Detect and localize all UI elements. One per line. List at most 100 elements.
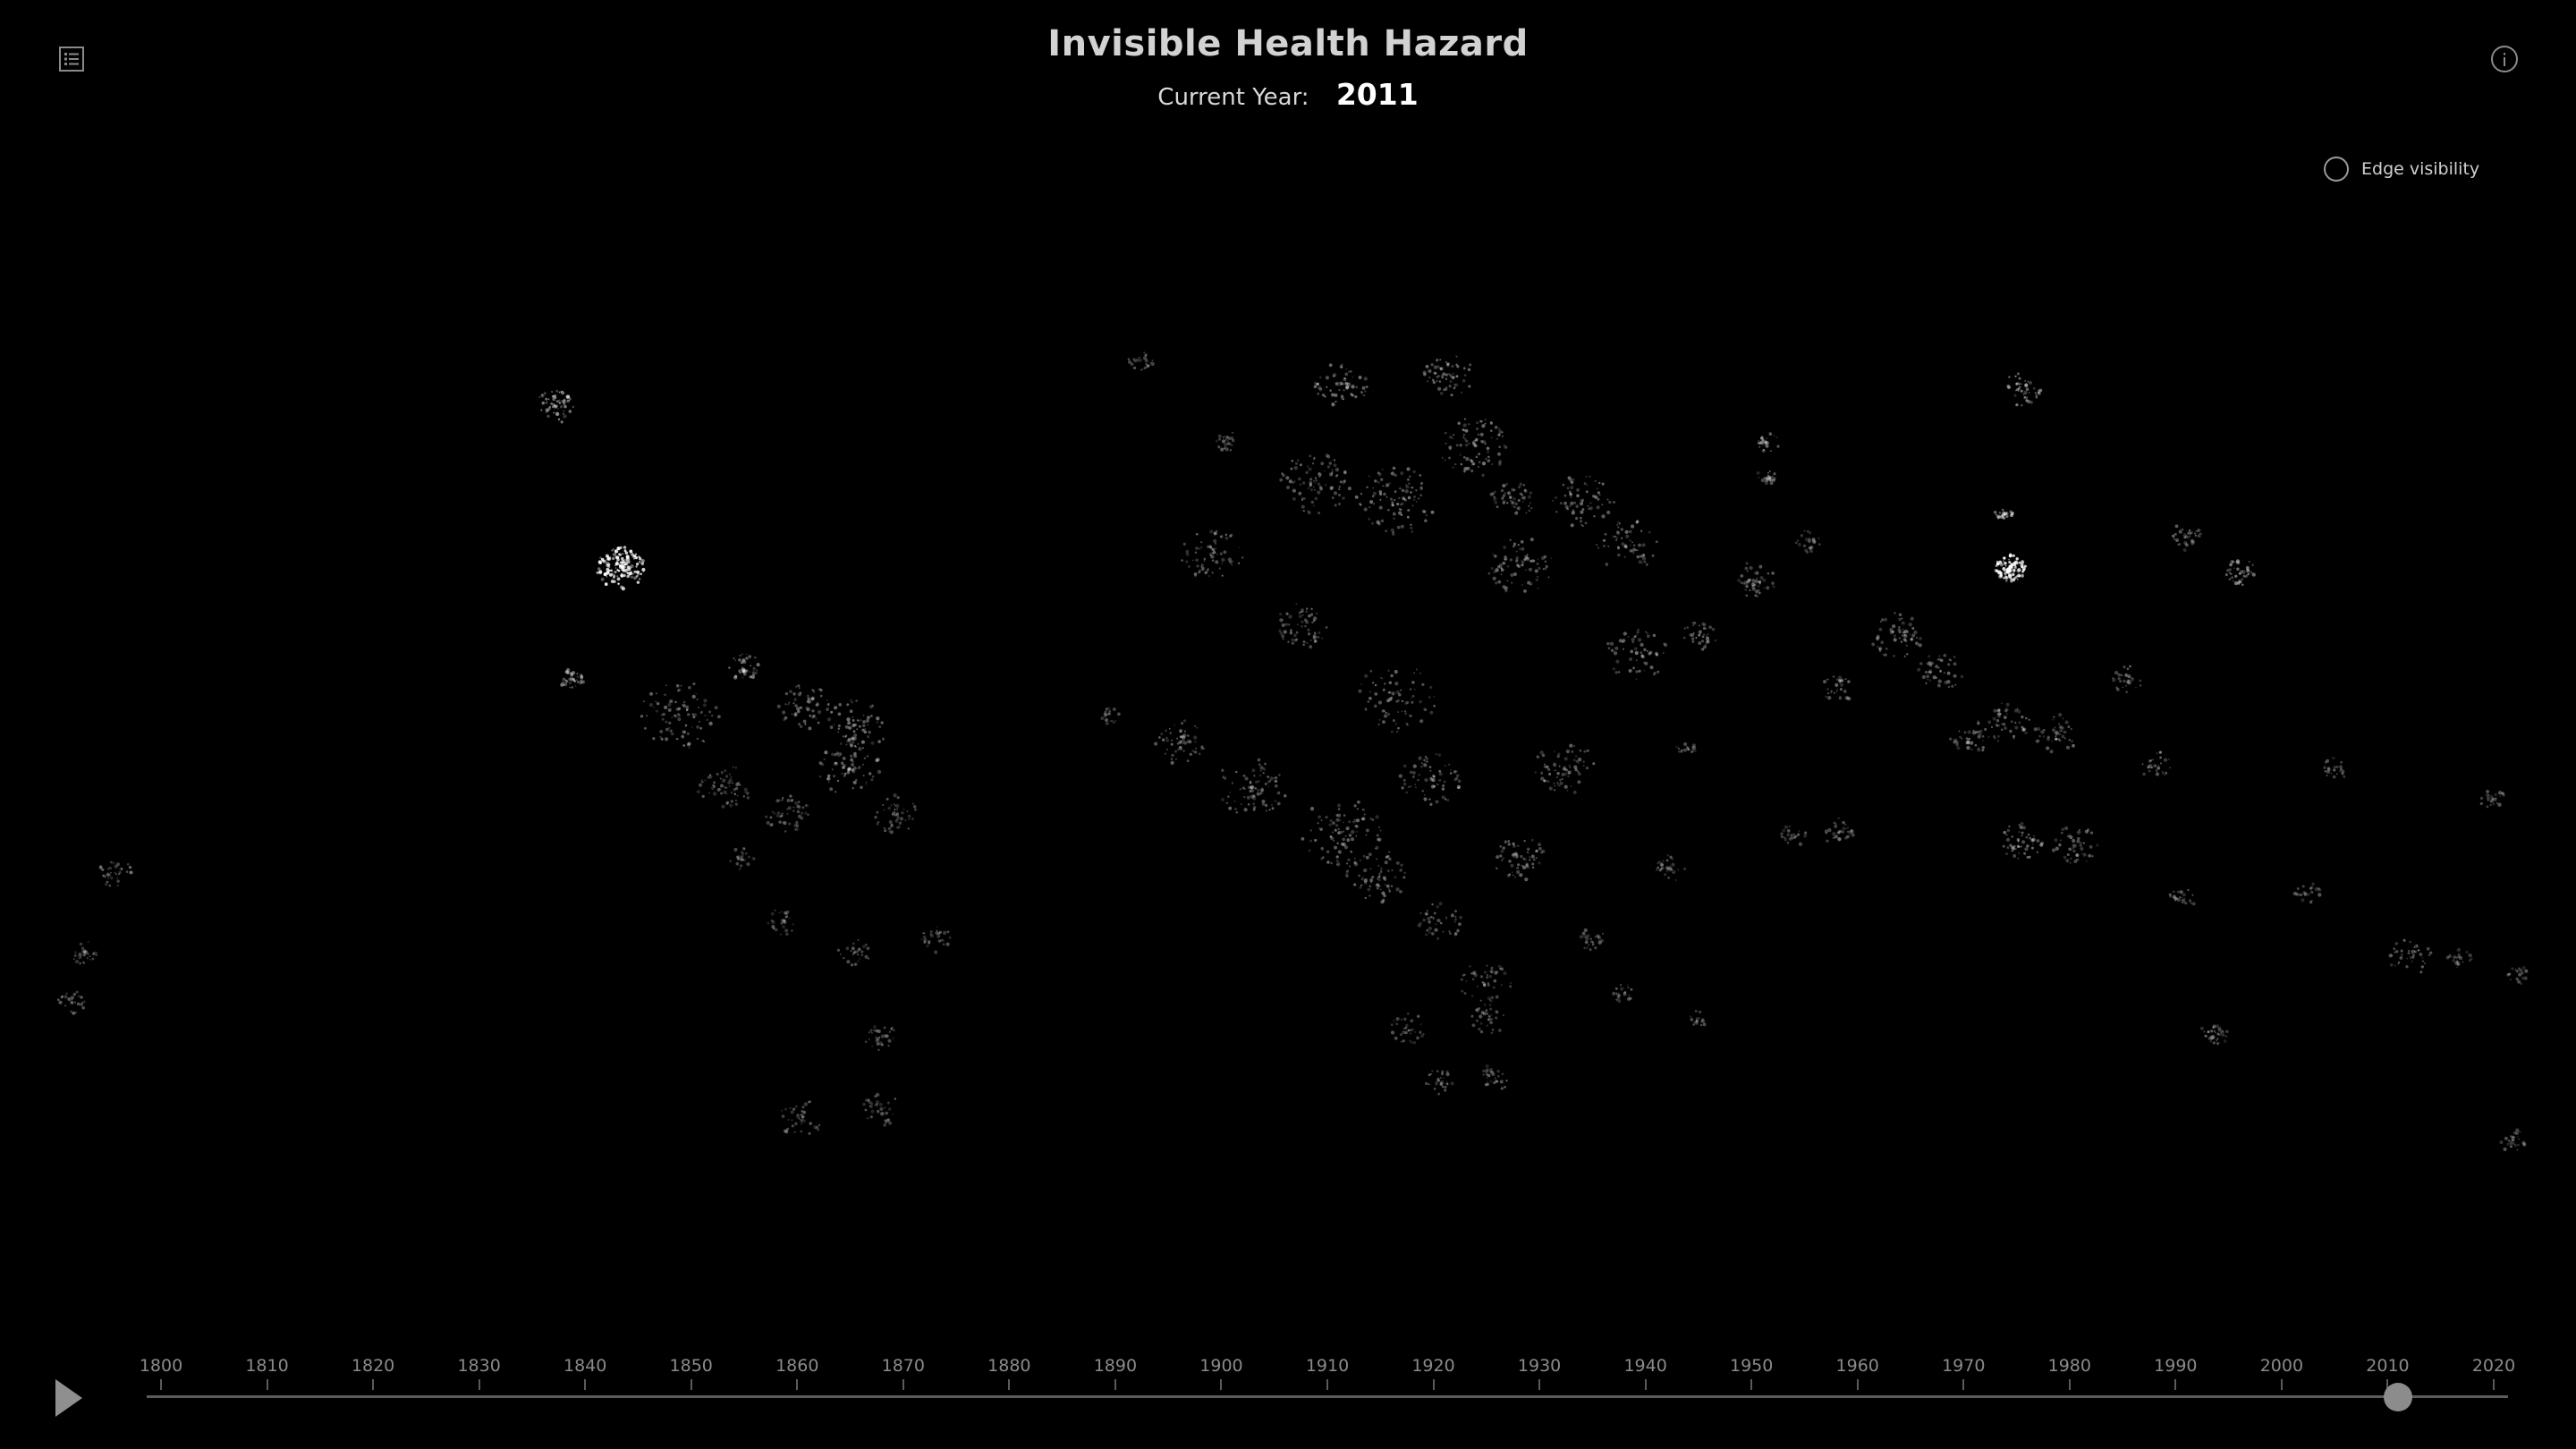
map-point <box>2012 562 2016 566</box>
map-point <box>2038 734 2041 738</box>
map-point <box>746 653 748 656</box>
map-point <box>1388 681 1393 685</box>
map-point <box>1301 625 1303 628</box>
map-point <box>751 672 756 676</box>
map-point <box>795 685 798 688</box>
map-point <box>1441 1071 1444 1073</box>
map-point <box>849 709 853 713</box>
map-point <box>2024 847 2029 852</box>
map-point <box>846 703 850 707</box>
map-point <box>1555 511 1558 513</box>
map-point <box>1746 579 1751 583</box>
map-point <box>1715 640 1716 641</box>
map-point <box>1411 486 1414 489</box>
map-point <box>1221 562 1224 564</box>
map-point <box>1570 501 1574 505</box>
map-point <box>1233 807 1237 811</box>
map-point <box>1516 506 1521 511</box>
map-point <box>2229 572 2231 574</box>
edge-visibility-radio[interactable] <box>2324 157 2349 182</box>
map-point <box>103 874 106 878</box>
map-point <box>1347 382 1351 386</box>
map-point <box>1482 1069 1486 1072</box>
map-point <box>1307 632 1311 636</box>
map-point <box>1309 645 1313 649</box>
map-point <box>2026 855 2029 859</box>
map-point <box>793 713 798 717</box>
map-point <box>1305 620 1309 624</box>
timeline-track[interactable] <box>147 1395 2508 1398</box>
map-point <box>545 402 548 404</box>
map-point <box>1630 649 1634 654</box>
map-point <box>1267 775 1270 778</box>
map-point <box>1515 559 1519 563</box>
map-point <box>1509 499 1513 503</box>
map-point <box>1840 678 1844 682</box>
map-point <box>729 803 733 808</box>
map-point <box>1938 655 1941 657</box>
map-point <box>1337 827 1340 830</box>
map-point <box>860 785 863 790</box>
map-point <box>1259 766 1264 770</box>
map-point <box>1193 572 1198 576</box>
map-point <box>1826 688 1829 691</box>
map-point <box>1937 666 1940 669</box>
map-point <box>1592 762 1596 766</box>
map-point <box>1903 633 1906 637</box>
map-point <box>1394 669 1398 674</box>
map-point <box>1406 478 1410 481</box>
map-point <box>1686 746 1690 750</box>
map-point <box>656 701 660 706</box>
map-point <box>1780 834 1782 836</box>
map-point <box>862 775 865 776</box>
map-point <box>1356 808 1360 810</box>
map-point <box>1764 480 1767 483</box>
map-point <box>1486 1082 1490 1087</box>
map-point <box>618 553 622 556</box>
map-point <box>2512 1131 2517 1135</box>
map-point <box>1448 385 1452 388</box>
map-point <box>1876 634 1880 640</box>
timeline-thumb[interactable] <box>2384 1383 2413 1411</box>
map-point <box>1284 623 1288 626</box>
map-point <box>1540 773 1543 775</box>
timeline-slider[interactable]: 1800 1810 1820 1830 1840 1850 1860 1870 1880 1890… <box>0 1342 2576 1449</box>
map-point <box>1182 733 1187 738</box>
info-button[interactable] <box>2487 41 2522 77</box>
map-point <box>852 760 854 763</box>
map-point <box>102 874 105 877</box>
map-point <box>884 1119 887 1123</box>
map-point <box>2512 1142 2516 1146</box>
map-point <box>2516 970 2519 972</box>
edge-visibility-toggle[interactable]: Edge visibility <box>2324 154 2479 184</box>
map-point <box>888 1107 892 1111</box>
map-point <box>1966 745 1970 750</box>
legend-button[interactable] <box>54 41 89 77</box>
map-point <box>2052 728 2055 733</box>
map-point <box>1470 995 1474 997</box>
map-point <box>1306 607 1309 610</box>
map-point <box>1511 501 1513 504</box>
map-point <box>1581 931 1586 936</box>
map-point <box>2394 964 2396 967</box>
map-point <box>1841 830 1845 834</box>
map-point <box>818 775 822 778</box>
map-point <box>1510 573 1514 577</box>
map-point <box>1182 741 1185 745</box>
map-point <box>1176 748 1180 751</box>
map-point <box>2001 508 2004 512</box>
map-point <box>1436 379 1438 383</box>
map-point <box>870 1102 874 1106</box>
map-point <box>1449 932 1452 935</box>
map-point <box>1928 661 1932 665</box>
map-point <box>819 688 823 692</box>
timeline-tick-label: 1930 <box>1517 1356 1562 1376</box>
map-point <box>565 394 570 399</box>
map-point <box>547 409 549 412</box>
map-point <box>2012 734 2015 738</box>
play-button[interactable] <box>50 1376 86 1420</box>
map-point <box>1195 747 1197 750</box>
map-point <box>1975 731 1979 734</box>
map-point <box>1707 636 1709 640</box>
map-point <box>830 710 834 714</box>
